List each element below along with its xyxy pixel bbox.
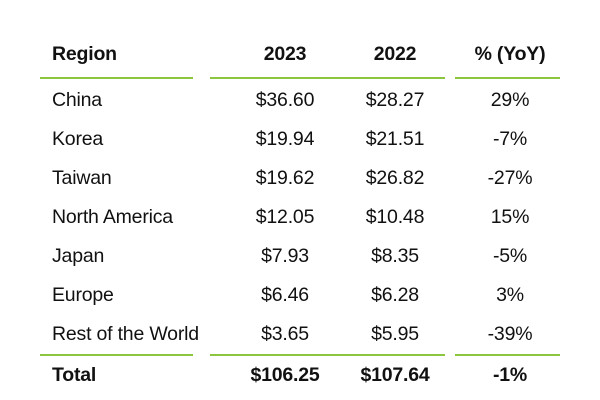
value-2022-cell: $26.82: [365, 167, 425, 189]
region-cell: Taiwan: [52, 167, 112, 189]
header-rule-group: [40, 75, 560, 81]
total-label: Total: [52, 364, 97, 386]
table-row: North America $12.05 $10.48 15%: [40, 198, 560, 237]
header-rule: [325, 77, 445, 79]
region-cell: China: [52, 89, 102, 111]
yoy-cell: -39%: [487, 323, 533, 345]
table-row: Taiwan $19.62 $26.82 -27%: [40, 159, 560, 198]
yoy-cell: 3%: [496, 284, 524, 306]
header-rule: [210, 77, 325, 79]
total-rule: [455, 354, 560, 356]
value-2023-cell: $3.65: [261, 323, 309, 345]
sales-by-region-table: Region 2023 2022 % (YoY) China $36.60 $2…: [40, 33, 560, 395]
region-cell: Rest of the World: [52, 323, 199, 345]
value-2023-cell: $12.05: [255, 206, 315, 228]
total-row: Total $106.25 $107.64 -1%: [40, 356, 560, 395]
total-rule: [325, 354, 445, 356]
total-2022: $107.64: [360, 364, 430, 386]
table-row: China $36.60 $28.27 29%: [40, 81, 560, 120]
region-cell: Korea: [52, 128, 104, 150]
total-rule: [40, 354, 193, 356]
header-rule: [455, 77, 560, 79]
header-2023: 2023: [263, 42, 307, 65]
header-region: Region: [52, 42, 117, 65]
yoy-cell: 15%: [490, 206, 530, 228]
value-2023-cell: $36.60: [255, 89, 315, 111]
value-2022-cell: $21.51: [365, 128, 425, 150]
header-rule: [40, 77, 193, 79]
value-2022-cell: $6.28: [371, 284, 419, 306]
total-rule-group: [40, 354, 560, 356]
value-2022-cell: $8.35: [371, 245, 419, 267]
total-rule: [210, 354, 325, 356]
value-2022-cell: $28.27: [365, 89, 425, 111]
table-row: Korea $19.94 $21.51 -7%: [40, 120, 560, 159]
yoy-cell: -5%: [492, 245, 528, 267]
header-2022: 2022: [373, 42, 417, 65]
table-row: Europe $6.46 $6.28 3%: [40, 276, 560, 315]
value-2022-cell: $10.48: [365, 206, 425, 228]
table-header-row: Region 2023 2022 % (YoY): [40, 33, 560, 75]
value-2023-cell: $7.93: [261, 245, 309, 267]
region-cell: Japan: [52, 245, 105, 267]
value-2023-cell: $19.94: [255, 128, 315, 150]
header-yoy: % (YoY): [474, 42, 546, 65]
yoy-cell: -27%: [487, 167, 533, 189]
table-row: Japan $7.93 $8.35 -5%: [40, 237, 560, 276]
region-cell: North America: [52, 206, 173, 228]
region-cell: Europe: [52, 284, 114, 306]
table-row: Rest of the World $3.65 $5.95 -39%: [40, 315, 560, 354]
value-2022-cell: $5.95: [371, 323, 419, 345]
total-2023: $106.25: [250, 364, 320, 386]
yoy-cell: 29%: [490, 89, 530, 111]
value-2023-cell: $6.46: [261, 284, 309, 306]
value-2023-cell: $19.62: [255, 167, 315, 189]
total-yoy: -1%: [492, 364, 528, 386]
yoy-cell: -7%: [492, 128, 528, 150]
